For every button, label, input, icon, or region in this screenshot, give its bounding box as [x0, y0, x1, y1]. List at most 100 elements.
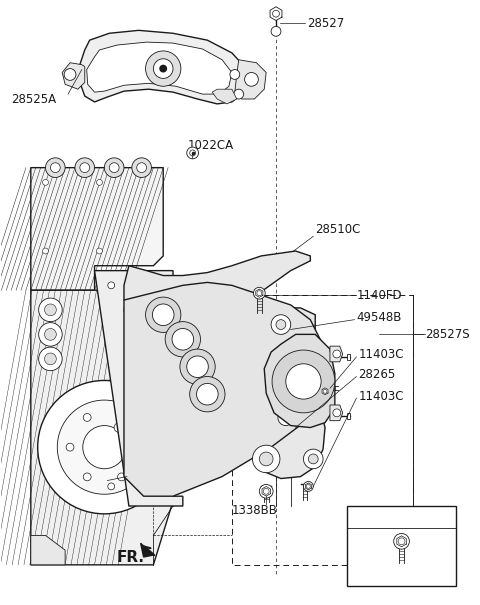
Text: 28525A: 28525A — [11, 94, 56, 106]
Circle shape — [271, 27, 281, 36]
Polygon shape — [347, 354, 349, 360]
Circle shape — [132, 374, 161, 403]
Circle shape — [234, 89, 244, 99]
Circle shape — [39, 298, 62, 322]
Polygon shape — [330, 405, 343, 420]
Circle shape — [39, 322, 62, 346]
Circle shape — [129, 344, 139, 354]
Circle shape — [45, 304, 56, 316]
Circle shape — [394, 534, 409, 549]
Circle shape — [333, 350, 341, 358]
FancyBboxPatch shape — [347, 506, 456, 586]
Polygon shape — [241, 338, 325, 479]
Circle shape — [45, 329, 56, 340]
Circle shape — [252, 445, 280, 473]
Circle shape — [129, 335, 158, 364]
Text: 11403C: 11403C — [359, 348, 404, 361]
Circle shape — [130, 301, 147, 319]
Circle shape — [84, 413, 91, 421]
Polygon shape — [347, 413, 349, 419]
Polygon shape — [235, 60, 266, 99]
Circle shape — [109, 163, 119, 172]
Circle shape — [135, 443, 143, 451]
Circle shape — [306, 485, 311, 488]
Circle shape — [259, 485, 273, 498]
Circle shape — [96, 248, 102, 254]
Circle shape — [165, 322, 201, 357]
Polygon shape — [330, 346, 343, 362]
Polygon shape — [62, 63, 85, 89]
Circle shape — [180, 349, 215, 384]
Circle shape — [257, 291, 262, 296]
Circle shape — [145, 297, 181, 332]
Circle shape — [320, 387, 330, 396]
Circle shape — [135, 340, 153, 358]
Polygon shape — [124, 251, 311, 315]
Circle shape — [108, 282, 115, 289]
Polygon shape — [322, 388, 328, 394]
Circle shape — [259, 452, 273, 466]
Circle shape — [138, 379, 156, 397]
Circle shape — [145, 51, 181, 87]
Circle shape — [132, 158, 152, 177]
Polygon shape — [264, 335, 335, 428]
Circle shape — [66, 443, 74, 451]
Circle shape — [323, 389, 327, 393]
Circle shape — [118, 473, 125, 481]
Circle shape — [50, 163, 60, 172]
Circle shape — [45, 353, 56, 365]
Text: FR.: FR. — [117, 549, 145, 564]
Polygon shape — [95, 270, 183, 506]
Circle shape — [114, 423, 124, 433]
Circle shape — [64, 68, 76, 80]
Circle shape — [154, 59, 173, 79]
Circle shape — [333, 409, 341, 417]
Polygon shape — [31, 535, 65, 565]
Polygon shape — [124, 283, 325, 496]
Circle shape — [39, 347, 62, 371]
Circle shape — [75, 158, 95, 177]
Polygon shape — [87, 42, 232, 94]
Circle shape — [190, 150, 195, 156]
Text: 28527: 28527 — [307, 17, 345, 30]
Circle shape — [245, 73, 258, 87]
Polygon shape — [141, 543, 154, 557]
Circle shape — [165, 287, 171, 293]
Circle shape — [96, 180, 102, 185]
Text: 1338BB: 1338BB — [232, 505, 278, 517]
Circle shape — [124, 295, 154, 324]
Circle shape — [187, 147, 199, 159]
Circle shape — [134, 413, 163, 442]
Text: 28527S: 28527S — [425, 328, 470, 341]
Circle shape — [272, 350, 335, 413]
Circle shape — [159, 65, 167, 73]
Circle shape — [187, 356, 208, 378]
Text: 49548B: 49548B — [357, 311, 402, 324]
Polygon shape — [256, 289, 263, 297]
Circle shape — [303, 449, 323, 469]
Circle shape — [46, 158, 65, 177]
Polygon shape — [270, 7, 282, 21]
Circle shape — [165, 488, 171, 495]
Circle shape — [276, 319, 286, 330]
Circle shape — [398, 538, 405, 544]
Circle shape — [172, 329, 193, 350]
Circle shape — [84, 473, 91, 481]
Polygon shape — [262, 486, 270, 496]
Text: 1140AA: 1140AA — [364, 511, 410, 525]
Text: 11403C: 11403C — [359, 390, 404, 403]
Circle shape — [129, 384, 139, 393]
Text: 1022CA: 1022CA — [188, 139, 234, 152]
Text: 28521A: 28521A — [104, 480, 150, 493]
Circle shape — [190, 376, 225, 412]
Circle shape — [308, 454, 318, 464]
Polygon shape — [31, 290, 173, 565]
Text: 28510C: 28510C — [315, 223, 360, 236]
Circle shape — [278, 410, 294, 425]
Polygon shape — [305, 483, 312, 490]
Circle shape — [57, 400, 152, 494]
Text: 1140FD: 1140FD — [357, 289, 402, 302]
Circle shape — [118, 413, 125, 421]
Circle shape — [196, 384, 218, 405]
Circle shape — [137, 163, 146, 172]
